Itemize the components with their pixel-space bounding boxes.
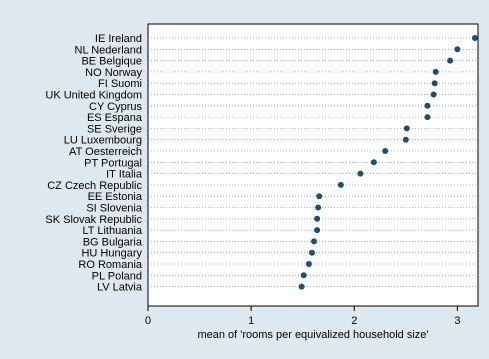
x-tick-label: 3: [454, 315, 460, 327]
data-point: [424, 114, 431, 121]
category-label: UK United Kingdom: [45, 90, 142, 102]
data-point: [447, 57, 454, 64]
data-point: [316, 193, 323, 200]
category-label: SK Slovak Republic: [45, 214, 142, 226]
data-point: [370, 159, 377, 166]
data-point: [314, 215, 321, 222]
x-tick-label: 0: [145, 315, 151, 327]
data-point: [337, 181, 344, 188]
x-axis: 0 1 2 3: [145, 306, 460, 327]
data-points: [298, 35, 478, 290]
category-label: IT Italia: [106, 169, 143, 181]
data-point: [431, 80, 438, 87]
category-label: BE Belgique: [81, 56, 142, 68]
x-axis-label: mean of 'rooms per equivalized household…: [197, 329, 428, 341]
data-point: [315, 204, 322, 211]
data-point: [454, 46, 461, 53]
category-label: SE Sverige: [87, 123, 142, 135]
category-label: EE Estonia: [88, 191, 143, 203]
data-point: [403, 125, 410, 132]
category-label: BG Bulgaria: [83, 236, 143, 248]
data-point: [314, 227, 321, 234]
category-label: NL Nederland: [75, 44, 142, 56]
category-label: SI Slovenia: [86, 203, 143, 215]
data-point: [357, 170, 364, 177]
category-label: FI Suomi: [98, 78, 142, 90]
data-point: [471, 35, 478, 41]
category-label: NO Norway: [85, 67, 142, 79]
data-point: [308, 249, 315, 256]
data-point: [432, 68, 439, 75]
plot-area: [147, 23, 479, 307]
category-label: CZ Czech Republic: [47, 180, 142, 192]
category-label: PT Portugal: [84, 157, 142, 169]
data-point: [382, 148, 389, 154]
data-point: [300, 272, 307, 279]
data-point: [430, 91, 437, 98]
category-label: CY Cyprus: [89, 101, 142, 113]
category-label: RO Romania: [78, 259, 142, 271]
category-label: HU Hungary: [81, 248, 142, 260]
data-point: [305, 261, 312, 267]
category-label: PL Poland: [92, 270, 142, 282]
category-label: LU Luxembourg: [64, 135, 142, 147]
data-point: [298, 283, 305, 290]
category-label: ES Espana: [87, 112, 143, 124]
x-tick-label: 1: [248, 315, 254, 327]
x-tick-label: 2: [351, 315, 357, 327]
category-label: LV Latvia: [97, 282, 143, 294]
data-point: [402, 136, 409, 143]
category-label: AT Oesterreich: [69, 146, 142, 158]
category-label: IE Ireland: [95, 33, 142, 45]
data-point: [311, 238, 318, 245]
data-point: [424, 102, 431, 109]
category-label: LT Lithuania: [82, 225, 142, 237]
